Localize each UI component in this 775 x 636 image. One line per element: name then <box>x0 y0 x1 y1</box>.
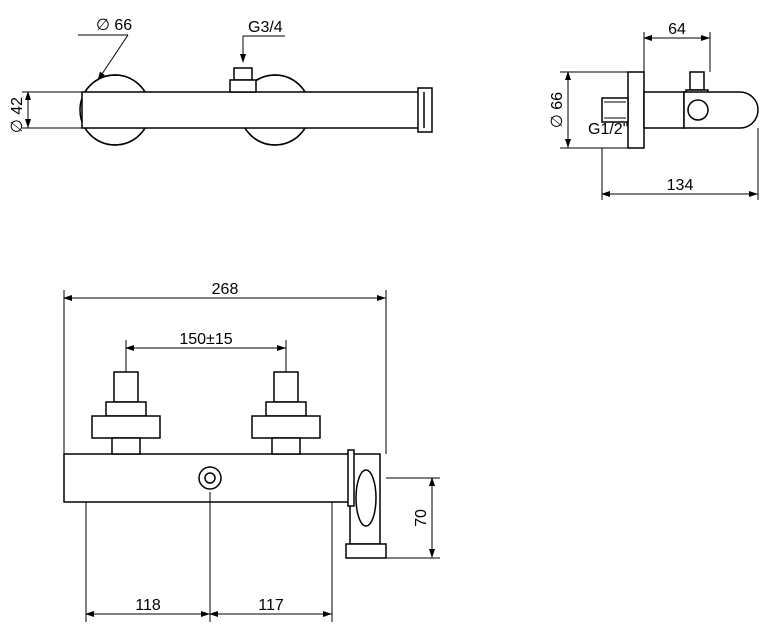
dim-118: 118 <box>135 597 161 614</box>
view-top-right: 64 ∅ 66 G1/2" 134 <box>549 21 758 200</box>
dim-g34: G3/4 <box>248 19 283 36</box>
view-bottom: 268 150±15 118 117 70 <box>64 281 440 622</box>
view-top-left: ∅ 66 G3/4 ∅ 42 <box>9 17 432 145</box>
dim-body-height: ∅ 42 <box>9 97 26 133</box>
dim-268: 268 <box>212 281 239 298</box>
dim-70: 70 <box>413 509 430 527</box>
dim-64: 64 <box>668 21 686 38</box>
dim-150: 150±15 <box>179 331 232 348</box>
technical-drawing: ∅ 66 G3/4 ∅ 42 64 ∅ <box>0 0 775 636</box>
dim-117: 117 <box>258 597 284 614</box>
dim-134: 134 <box>667 177 694 194</box>
dim-g12: G1/2" <box>588 121 628 138</box>
dim-66-side: ∅ 66 <box>549 92 566 128</box>
dim-flange-dia: ∅ 66 <box>96 17 132 34</box>
